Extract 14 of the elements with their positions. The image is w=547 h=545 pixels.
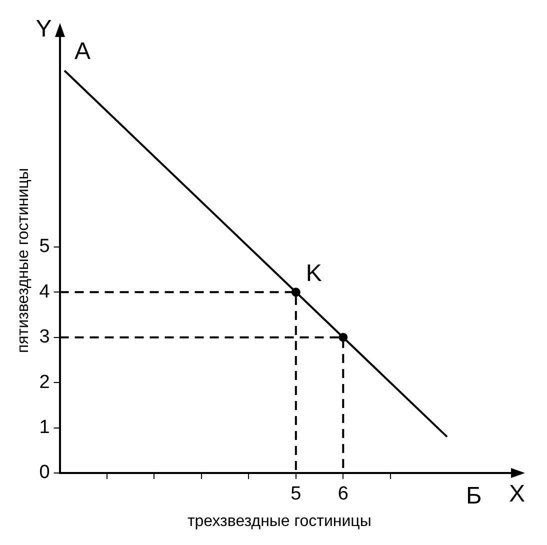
y-axis-title: пятизвездные гостиницы: [15, 168, 32, 353]
y-tick-label: 3: [39, 326, 50, 348]
text: Б: [466, 482, 482, 510]
y-tick-label: 0: [39, 462, 50, 484]
y-tick-label: 2: [39, 372, 50, 393]
text: X: [509, 480, 526, 508]
y-tick-label: 4: [39, 281, 50, 302]
y-tick-label: 5: [39, 236, 50, 258]
x-axis-title: трехзвездные гостиницы: [187, 512, 372, 530]
annotation: K: [306, 260, 322, 287]
x-tick-label: 6: [338, 484, 348, 505]
y-tick-label: 1: [39, 417, 50, 438]
annotation: A: [74, 38, 91, 66]
text: Y: [36, 16, 52, 43]
